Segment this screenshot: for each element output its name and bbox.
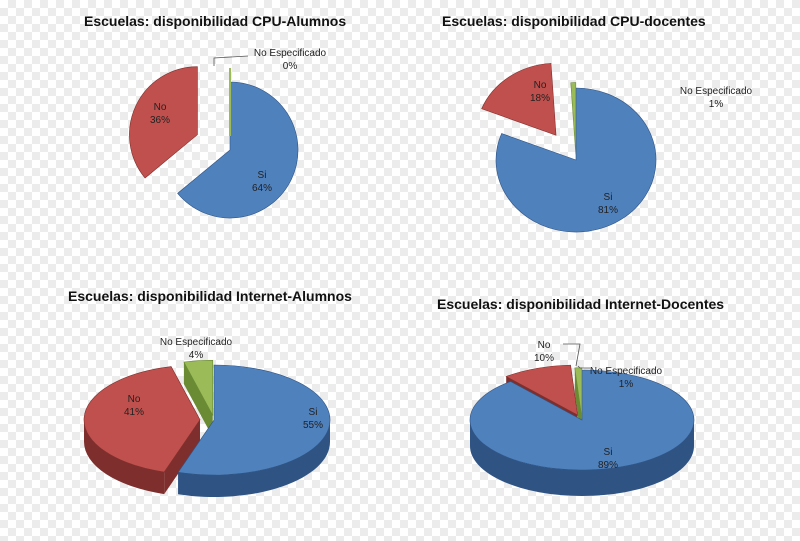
slice-value-label: 1%	[619, 379, 634, 390]
slice-name-label: No Especificado	[254, 48, 327, 59]
slice-value-label: 55%	[303, 420, 323, 431]
pie-slice-side-si	[470, 420, 694, 496]
pie-group: Si 55% No 41% No Especificado 4%	[83, 337, 331, 497]
pie-slice-no	[83, 366, 201, 473]
slice-value-label: 81%	[598, 205, 618, 216]
pie-slice-si	[469, 369, 695, 471]
chart-internet-alumnos: Escuelas: disponibilidad Internet-Alumno…	[68, 288, 352, 497]
leader-line	[213, 55, 249, 66]
slice-name-label: No	[534, 80, 547, 91]
slice-name-label: No Especificado	[680, 86, 753, 97]
leader-line	[577, 365, 590, 369]
chart-title: Escuelas: disponibilidad Internet-Alumno…	[68, 288, 352, 304]
slice-name-label: No	[538, 340, 551, 351]
pie-slice-side-si	[178, 420, 330, 497]
chart-title: Escuelas: disponibilidad CPU-Alumnos	[84, 13, 346, 29]
slice-value-label: 0%	[283, 61, 298, 72]
pie-group: Si 64% No 36% No Especificado 0%	[129, 48, 327, 219]
slice-value-label: 41%	[124, 407, 144, 418]
chart-cpu-docentes: Escuelas: disponibilidad CPU-docentes Si…	[442, 13, 753, 233]
slice-value-label: 1%	[709, 99, 724, 110]
chart-title: Escuelas: disponibilidad CPU-docentes	[442, 13, 706, 29]
slice-name-label: No Especificado	[160, 337, 233, 348]
slice-name-label: No	[154, 102, 167, 113]
chart-title: Escuelas: disponibilidad Internet-Docent…	[437, 296, 724, 312]
pie-slice-edge-ne	[183, 362, 213, 438]
slice-value-label: 64%	[252, 183, 272, 194]
pie-group: Si 89% No 10% No Especificado 1%	[469, 340, 695, 496]
pie-slice-no	[505, 364, 578, 416]
pie-slice-no	[481, 63, 557, 136]
pie-slice-si	[177, 81, 299, 219]
slice-name-label: Si	[258, 170, 267, 181]
slice-name-label: Si	[604, 192, 613, 203]
pie-slice-side-no	[84, 419, 165, 495]
chart-cpu-alumnos: Escuelas: disponibilidad CPU-Alumnos Si 6…	[84, 13, 346, 219]
pie-slice-ne	[183, 359, 214, 416]
slice-value-label: 36%	[150, 115, 170, 126]
pie-group: Si 81% No 18% No Especificado 1%	[481, 63, 753, 233]
slice-name-label: No Especificado	[590, 366, 663, 377]
slice-value-label: 4%	[189, 350, 204, 361]
pie-slice-si	[177, 364, 331, 476]
pie-slice-si	[495, 87, 657, 233]
slice-value-label: 18%	[530, 93, 550, 104]
slice-value-label: 10%	[534, 353, 554, 364]
pie-slice-ne	[570, 82, 577, 155]
slice-value-label: 89%	[598, 460, 618, 471]
slice-name-label: No	[128, 394, 141, 405]
pie-slice-no	[129, 66, 198, 179]
leader-line	[563, 343, 581, 367]
chart-internet-docentes: Escuelas: disponibilidad Internet-Docent…	[437, 296, 724, 496]
slice-name-label: Si	[604, 447, 613, 458]
slice-name-label: Si	[309, 407, 318, 418]
pie-slice-edge-no	[164, 419, 201, 495]
